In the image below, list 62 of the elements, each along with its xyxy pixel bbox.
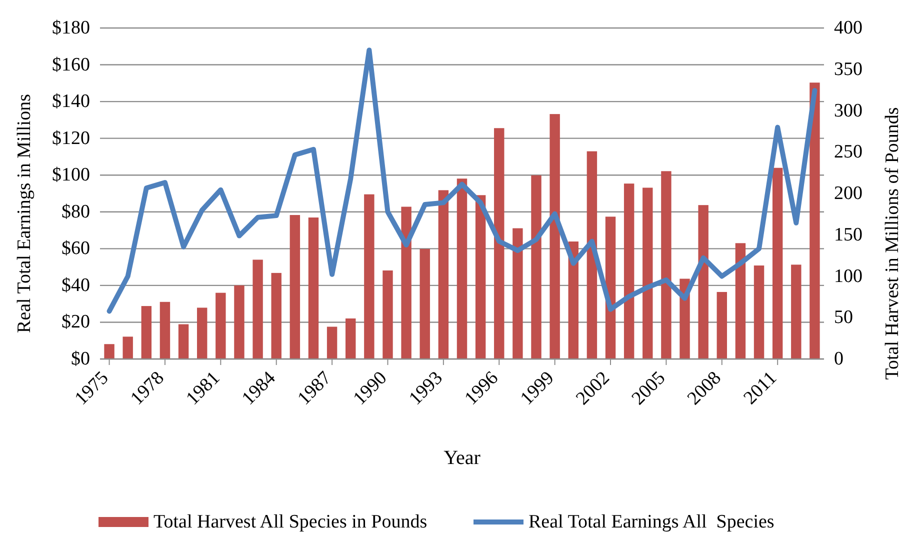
y-tick-label: $140	[52, 91, 90, 112]
x-tick-label: 2011	[740, 368, 782, 409]
bar	[290, 215, 300, 359]
legend-label: Real Total Earnings All Species	[528, 512, 774, 532]
y-axis-title: Real Total Earnings in Millions	[14, 94, 35, 333]
bar	[475, 195, 486, 359]
y-tick-label: $20	[62, 312, 90, 333]
y2-tick-label: 350	[834, 58, 862, 80]
x-tick-label: 1981	[182, 368, 224, 410]
bar	[234, 285, 244, 359]
bar	[512, 228, 523, 359]
bar	[698, 205, 708, 359]
bar	[216, 292, 226, 359]
bar	[308, 217, 319, 359]
y-tick-label: $160	[52, 54, 90, 76]
y2-tick-label: 50	[834, 307, 853, 328]
y2-tick-label: 400	[834, 18, 862, 38]
y2-tick-label: 300	[834, 100, 862, 122]
bar	[642, 188, 653, 359]
bar	[772, 168, 783, 359]
bar	[401, 206, 412, 359]
y-tick-label: $120	[52, 128, 90, 149]
y2-tick-label: 200	[834, 183, 862, 204]
bar	[586, 151, 598, 359]
bar	[420, 248, 430, 359]
y-tick-label: $40	[62, 274, 90, 296]
y-tick-label: $80	[62, 201, 90, 222]
x-axis-title: Year	[444, 447, 481, 469]
bar	[531, 175, 542, 359]
bar	[104, 344, 114, 359]
y2-axis-title: Total Harvest in Millions of Pounds	[882, 107, 903, 380]
y2-tick-label: 0	[834, 348, 844, 370]
bar	[364, 194, 374, 359]
y2-tick-label: 100	[834, 266, 862, 287]
bar	[346, 318, 356, 359]
bar	[456, 178, 468, 359]
bar	[160, 302, 170, 359]
bar	[178, 324, 189, 359]
bar	[810, 82, 820, 359]
bar	[271, 272, 282, 359]
y-tick-label: $100	[52, 164, 90, 186]
bar	[382, 270, 393, 359]
y2-tick-label: 250	[834, 142, 862, 163]
bar	[791, 264, 802, 359]
bar	[141, 306, 152, 359]
y-tick-label: $180	[52, 18, 90, 38]
bar	[494, 128, 504, 359]
bar	[624, 184, 634, 359]
bar	[252, 260, 263, 359]
bar	[438, 190, 449, 359]
bar	[196, 308, 208, 359]
y-tick-label: $60	[62, 238, 90, 260]
bar	[716, 292, 727, 359]
bar	[326, 326, 338, 359]
bar	[661, 171, 672, 359]
legend-label: Total Harvest All Species in Pounds	[154, 512, 428, 532]
bar	[122, 336, 133, 359]
bar	[754, 265, 764, 359]
bar	[550, 114, 560, 359]
y2-tick-label: 150	[834, 224, 862, 246]
y-tick-label: $0	[71, 348, 90, 370]
bar	[735, 243, 746, 359]
